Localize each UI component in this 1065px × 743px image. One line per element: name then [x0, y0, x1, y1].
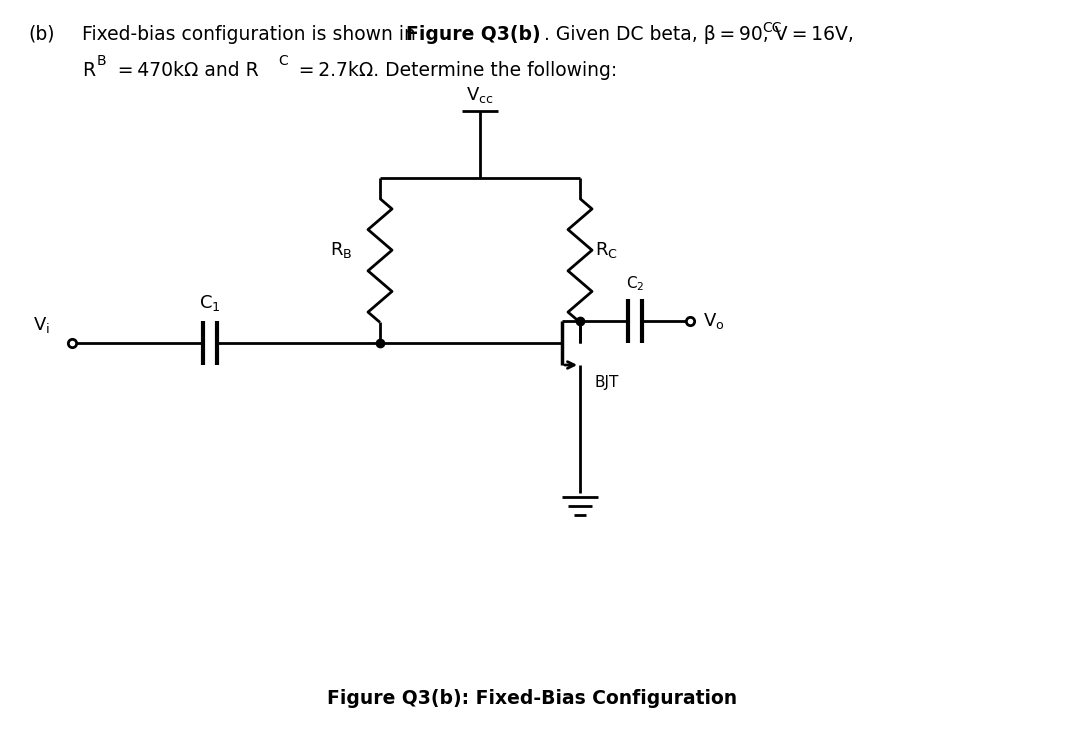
Text: Fixed-bias configuration is shown in: Fixed-bias configuration is shown in [82, 25, 422, 44]
Text: R: R [82, 61, 95, 80]
Text: V$_{\mathregular{o}}$: V$_{\mathregular{o}}$ [703, 311, 724, 331]
Text: Figure Q3(b): Figure Q3(b) [406, 25, 541, 44]
Text: = 2.7kΩ. Determine the following:: = 2.7kΩ. Determine the following: [295, 61, 618, 80]
Text: R$_{\mathregular{C}}$: R$_{\mathregular{C}}$ [595, 241, 618, 261]
Text: C: C [278, 54, 288, 68]
Text: V$_{\mathregular{i}}$: V$_{\mathregular{i}}$ [33, 315, 50, 335]
Text: BJT: BJT [595, 375, 620, 391]
Text: (b): (b) [28, 25, 54, 44]
Text: = 16V,: = 16V, [788, 25, 854, 44]
Text: C$_{\mathregular{2}}$: C$_{\mathregular{2}}$ [626, 274, 644, 293]
Text: Figure Q3(b): Fixed-Bias Configuration: Figure Q3(b): Fixed-Bias Configuration [327, 689, 738, 708]
Text: = 470kΩ and R: = 470kΩ and R [114, 61, 259, 80]
Text: . Given DC beta, β = 90, V: . Given DC beta, β = 90, V [544, 25, 788, 44]
Text: R$_{\mathregular{B}}$: R$_{\mathregular{B}}$ [329, 241, 353, 261]
Text: V$_{\mathregular{cc}}$: V$_{\mathregular{cc}}$ [466, 85, 494, 105]
Text: CC: CC [761, 21, 782, 35]
Text: B: B [97, 54, 106, 68]
Text: C$_{\mathregular{1}}$: C$_{\mathregular{1}}$ [199, 293, 220, 313]
